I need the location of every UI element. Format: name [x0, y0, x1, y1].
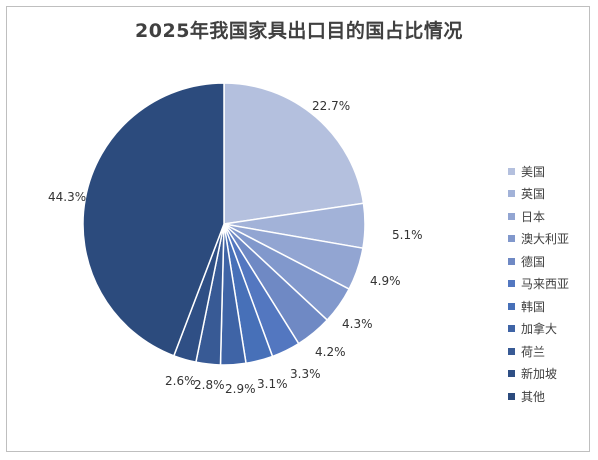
legend-label: 英国 — [521, 187, 546, 202]
legend-item: 韩国 — [508, 295, 569, 318]
legend-label: 荷兰 — [521, 344, 546, 359]
legend-swatch — [508, 280, 515, 288]
legend-swatch — [508, 235, 515, 243]
data-label: 44.3% — [48, 190, 86, 204]
pie-slice — [223, 82, 365, 225]
legend-item: 加拿大 — [508, 318, 569, 341]
legend-item: 德国 — [508, 250, 569, 273]
legend-item: 其他 — [508, 385, 569, 408]
data-label: 5.1% — [392, 228, 423, 242]
pie-slices — [82, 82, 366, 366]
legend-label: 日本 — [521, 209, 546, 224]
data-label: 22.7% — [312, 99, 350, 113]
legend-label: 澳大利亚 — [521, 232, 570, 247]
legend-swatch — [508, 257, 515, 265]
legend-item: 美国 — [508, 160, 569, 183]
legend-item: 英国 — [508, 183, 569, 206]
legend-swatch — [508, 347, 515, 355]
legend-item: 新加坡 — [508, 363, 569, 386]
data-label: 4.9% — [370, 274, 401, 288]
legend-item: 澳大利亚 — [508, 228, 569, 251]
chart-title: 2025年我国家具出口目的国占比情况 — [135, 20, 463, 42]
legend-swatch — [508, 392, 515, 400]
legend-label: 美国 — [521, 164, 546, 179]
legend-swatch — [508, 325, 515, 333]
data-label: 2.8% — [194, 378, 225, 392]
legend-swatch — [508, 370, 515, 378]
data-label: 3.3% — [290, 367, 321, 381]
legend-label: 其他 — [521, 389, 546, 404]
legend-item: 荷兰 — [508, 340, 569, 363]
data-label: 2.9% — [225, 382, 256, 396]
pie-slice — [82, 82, 225, 357]
data-label: 4.2% — [315, 345, 346, 359]
legend-item: 日本 — [508, 205, 569, 228]
legend-label: 马来西亚 — [521, 277, 570, 292]
legend: 美国英国日本澳大利亚德国马来西亚韩国加拿大荷兰新加坡其他 — [508, 160, 569, 408]
data-label: 3.1% — [257, 377, 288, 391]
pie-data-labels: 22.7% 5.1% 4.9% 4.3% 4.2% 3.3%3.1%2.9%2.8%2.6… — [48, 99, 423, 396]
legend-label: 韩国 — [521, 299, 546, 314]
legend-swatch — [508, 167, 515, 175]
legend-label: 加拿大 — [521, 322, 558, 337]
data-label: 2.6% — [165, 374, 196, 388]
legend-swatch — [508, 212, 515, 220]
legend-swatch — [508, 190, 515, 198]
legend-swatch — [508, 302, 515, 310]
legend-label: 新加坡 — [521, 367, 558, 382]
legend-label: 德国 — [521, 254, 546, 269]
legend-item: 马来西亚 — [508, 273, 569, 296]
data-label: 4.3% — [342, 317, 373, 331]
